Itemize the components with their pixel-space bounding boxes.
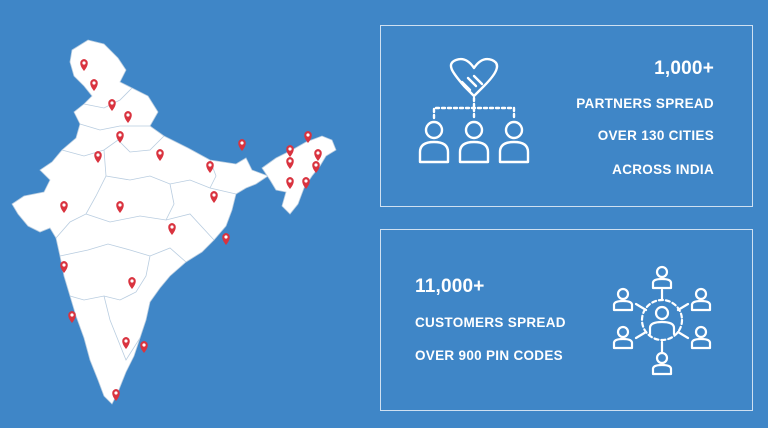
location-pins — [60, 59, 322, 401]
location-pin-icon — [116, 131, 124, 143]
location-pin-icon — [116, 201, 124, 213]
customer-top — [651, 265, 673, 290]
location-pin-dot — [224, 235, 228, 239]
location-pin-dot — [288, 179, 292, 183]
location-pin-dot — [304, 179, 308, 183]
location-pin-icon — [312, 161, 320, 173]
location-pin-dot — [114, 391, 118, 395]
customers-network-icon — [612, 265, 712, 376]
location-pin-dot — [62, 263, 66, 267]
location-pin-icon — [60, 201, 68, 213]
location-pin-icon — [112, 389, 120, 401]
location-pin-icon — [210, 191, 218, 203]
location-pin-icon — [302, 177, 310, 189]
location-pin-dot — [208, 163, 212, 167]
partners-line-2: OVER 130 CITIES — [597, 128, 714, 143]
northeast-shape — [261, 135, 337, 215]
location-pin-dot — [118, 133, 122, 137]
location-pin-icon — [90, 79, 98, 91]
location-pin-icon — [128, 277, 136, 289]
india-map — [11, 39, 337, 405]
location-pin-dot — [142, 343, 146, 347]
location-pin-icon — [140, 341, 148, 353]
location-pin-icon — [286, 145, 294, 157]
location-pin-dot — [92, 81, 96, 85]
location-pin-dot — [62, 203, 66, 207]
location-pin-dot — [126, 113, 130, 117]
partners-line-1: PARTNERS SPREAD — [576, 96, 714, 111]
location-pin-icon — [286, 157, 294, 169]
location-pin-dot — [82, 61, 86, 65]
location-pin-icon — [238, 139, 246, 151]
location-pin-icon — [60, 261, 68, 273]
location-pin-dot — [288, 159, 292, 163]
location-pin-dot — [288, 147, 292, 151]
location-pin-dot — [170, 225, 174, 229]
location-pin-icon — [124, 111, 132, 123]
customers-line-2: OVER 900 PIN CODES — [415, 348, 563, 363]
location-pin-dot — [110, 101, 114, 105]
location-pin-dot — [96, 153, 100, 157]
location-pin-dot — [212, 193, 216, 197]
location-pin-dot — [70, 313, 74, 317]
customers-line-1: CUSTOMERS SPREAD — [415, 315, 566, 330]
location-pin-dot — [316, 151, 320, 155]
customers-count: 11,000+ — [415, 276, 485, 297]
customers-panel — [380, 229, 753, 411]
partners-network-icon — [418, 57, 530, 164]
location-pin-icon — [80, 59, 88, 71]
location-pin-icon — [122, 337, 130, 349]
location-pin-dot — [306, 133, 310, 137]
location-pin-icon — [206, 161, 214, 173]
location-pin-icon — [168, 223, 176, 235]
location-pin-dot — [240, 141, 244, 145]
location-pin-icon — [286, 177, 294, 189]
location-pin-icon — [94, 151, 102, 163]
location-pin-icon — [222, 233, 230, 245]
location-pin-icon — [304, 131, 312, 143]
location-pin-icon — [314, 149, 322, 161]
india-mainland-shape — [11, 39, 269, 405]
partners-count: 1,000+ — [654, 58, 714, 79]
location-pin-dot — [130, 279, 134, 283]
location-pin-icon — [68, 311, 76, 323]
location-pin-icon — [156, 149, 164, 161]
location-pin-dot — [158, 151, 162, 155]
location-pin-dot — [118, 203, 122, 207]
location-pin-dot — [314, 163, 318, 167]
location-pin-icon — [108, 99, 116, 111]
partners-line-3: ACROSS INDIA — [612, 162, 714, 177]
partners-panel — [380, 25, 753, 207]
location-pin-dot — [124, 339, 128, 343]
